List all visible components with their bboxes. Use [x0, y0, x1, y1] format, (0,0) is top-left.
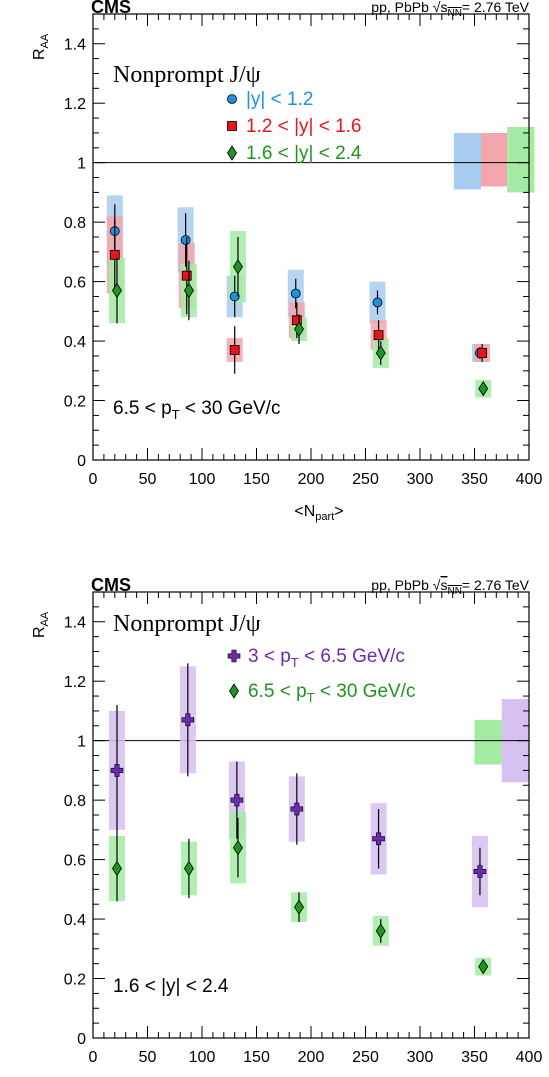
data-point	[232, 839, 243, 856]
y-axis-title: RAA	[31, 611, 51, 638]
data-point	[375, 345, 386, 361]
y-tick-label: 0.2	[64, 972, 86, 989]
experiment-label: CMS	[91, 575, 131, 595]
y-tick-label: 1.2	[64, 674, 86, 691]
data-point	[473, 865, 487, 878]
x-tick-label: 350	[461, 1049, 488, 1066]
y-tick-label: 1.4	[64, 615, 86, 632]
x-tick-label: 300	[407, 1049, 434, 1066]
x-tick-label: 200	[298, 1049, 325, 1066]
y-tick-label: 0.6	[64, 275, 86, 292]
x-axis-title: <Npart>	[294, 503, 343, 523]
plot-title: Nonprompt J/ψ	[113, 62, 261, 88]
y-tick-label: 1.4	[64, 37, 86, 54]
data-point	[294, 899, 304, 915]
x-tick-label: 50	[139, 471, 157, 488]
legend-entry: 1.2 < |y| < 1.6	[246, 116, 362, 137]
x-tick-label: 400	[516, 471, 543, 488]
legend-entry: 6.5 < pT < 30 GeV/c	[248, 681, 415, 705]
legend-marker	[229, 683, 239, 699]
axis-ticks	[92, 591, 530, 1039]
y-tick-label: 1	[77, 156, 86, 173]
data-point	[181, 270, 192, 281]
data-point	[372, 297, 383, 308]
y-tick-label: 0.6	[64, 853, 86, 870]
x-tick-label: 300	[407, 471, 434, 488]
data-point	[229, 291, 240, 302]
data-point	[229, 345, 240, 355]
global-uncertainty-box	[481, 132, 508, 187]
data-point	[232, 258, 243, 275]
y-tick-label: 0.8	[64, 793, 86, 810]
legend-entry: 1.6 < |y| < 2.4	[246, 143, 362, 164]
data-point	[180, 235, 191, 245]
x-tick-label: 100	[189, 471, 216, 488]
data-point	[294, 321, 304, 337]
chart-panel-2: 0 50 100 150 200 250 300 350 400 0 0.2 0.4 0.6 0.8 1 1.…	[31, 575, 543, 1066]
selection-note: 6.5 < pT < 30 GeV/c	[113, 398, 280, 422]
x-tick-label: 150	[243, 471, 270, 488]
y-tick-label: 0.4	[64, 912, 86, 929]
data-point	[230, 793, 244, 807]
data-point	[112, 860, 122, 877]
plot-title: Nonprompt J/ψ	[113, 611, 261, 637]
x-tick-label: 200	[298, 471, 325, 488]
x-tick-label: 50	[139, 1049, 157, 1066]
y-tick-label: 0.4	[64, 334, 86, 351]
x-tick-label: 150	[243, 1049, 270, 1066]
y-tick-label: 1.2	[64, 96, 86, 113]
data-point	[112, 282, 122, 299]
global-uncertainty-box	[474, 719, 502, 765]
x-tick-label: 350	[461, 471, 488, 488]
legend-marker	[227, 94, 237, 104]
energy-label: pp, PbPb √sNN= 2.76 TeV	[371, 0, 529, 19]
data-point	[110, 764, 124, 777]
data-point	[291, 315, 302, 326]
x-tick-label: 0	[89, 471, 98, 488]
x-tick-label: 100	[189, 1049, 216, 1066]
chart-panel-1: 0 50 100 150 200 250 300 350 400 0 0.2 0.4 0.6 0.8 1 1.…	[31, 0, 542, 523]
data-point	[375, 923, 386, 939]
data-point	[372, 832, 385, 846]
axis-ticks	[92, 13, 530, 461]
y-tick-label: 0	[77, 1031, 86, 1048]
data-point	[290, 802, 304, 816]
selection-note: 1.6 < |y| < 2.4	[113, 976, 229, 997]
data-point	[183, 282, 194, 299]
data-point	[478, 958, 489, 975]
data-point	[181, 713, 195, 727]
y-tick-label: 0	[77, 453, 86, 470]
y-tick-label: 0.2	[64, 394, 86, 411]
data-point	[290, 288, 301, 299]
experiment-label: CMS	[91, 0, 131, 17]
y-tick-label: 0.8	[64, 215, 86, 232]
x-tick-label: 0	[89, 1049, 98, 1066]
legend-marker	[227, 121, 237, 131]
energy-label: pp, PbPb √sNN= 2.76 TeV	[371, 577, 529, 597]
global-uncertainty-box	[507, 126, 535, 193]
y-axis-title: RAA	[31, 33, 51, 60]
data-point	[373, 330, 384, 341]
data-point	[183, 860, 194, 877]
data-point	[477, 348, 488, 358]
x-tick-label: 400	[516, 1049, 543, 1066]
legend-entry: 3 < pT < 6.5 GeV/c	[248, 646, 405, 670]
x-tick-label: 250	[352, 471, 379, 488]
x-tick-label: 250	[352, 1049, 379, 1066]
legend-marker	[227, 145, 237, 161]
legend-marker	[227, 649, 241, 663]
data-point	[478, 380, 489, 397]
data-point	[109, 249, 120, 260]
legend-entry: |y| < 1.2	[246, 89, 313, 110]
global-uncertainty-box	[453, 132, 482, 190]
y-tick-label: 1	[77, 734, 86, 751]
